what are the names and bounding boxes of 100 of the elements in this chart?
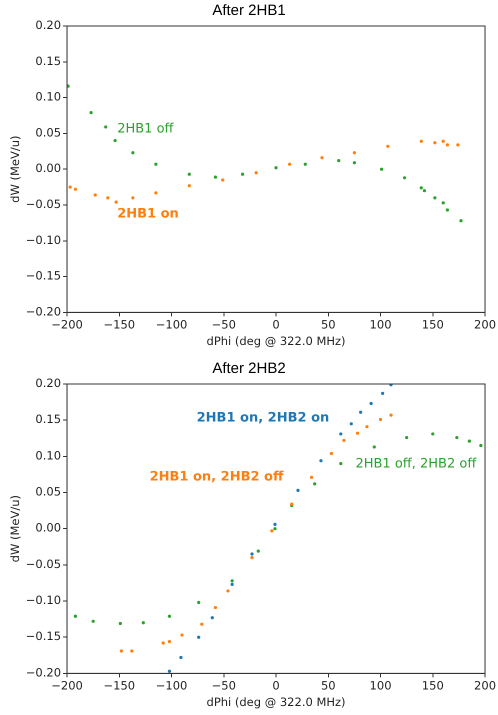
point <box>106 196 110 200</box>
point <box>230 582 234 586</box>
point <box>250 556 254 560</box>
x-tick-label: −200 <box>51 317 83 332</box>
point <box>342 438 346 442</box>
point <box>273 522 277 526</box>
x-axis-title: dPhi (deg @ 322.0 MHz) <box>206 334 346 348</box>
point <box>479 444 482 448</box>
point <box>330 452 334 456</box>
point <box>433 141 436 144</box>
point <box>296 488 300 492</box>
x-tick-label: 0 <box>272 678 280 692</box>
x-tick-label: −50 <box>212 678 236 692</box>
point <box>455 436 458 440</box>
chart-title: After 2HB2 <box>212 360 286 378</box>
point <box>380 168 384 171</box>
y-tick-label: 0.00 <box>35 520 62 535</box>
point <box>168 614 172 618</box>
point <box>304 162 307 166</box>
point <box>114 138 117 142</box>
point <box>179 656 183 660</box>
point <box>350 422 353 426</box>
y-tick-label: −0.15 <box>26 268 62 283</box>
y-tick-label: −0.05 <box>26 196 62 211</box>
y-axis-title: dW (MeV/u) <box>8 136 22 203</box>
series-label: 2HB1 on, 2HB2 off <box>150 470 284 485</box>
point <box>273 527 277 530</box>
point <box>402 176 406 180</box>
x-axis-title: dPhi (deg @ 322.0 MHz) <box>206 695 346 710</box>
point <box>214 606 218 610</box>
point <box>370 402 373 406</box>
y-tick-label: 0.15 <box>35 54 62 68</box>
point <box>114 200 118 204</box>
point <box>154 162 158 166</box>
x-tick-label: 150 <box>422 678 444 692</box>
point <box>168 640 172 644</box>
point <box>339 462 342 466</box>
chart-title: After 2HB1 <box>212 2 286 20</box>
y-axis-title: dW (MeV/u) <box>8 495 22 562</box>
point <box>310 476 314 479</box>
point <box>468 440 471 443</box>
point <box>200 622 204 626</box>
x-tick-label: 100 <box>370 317 392 332</box>
point <box>120 649 123 653</box>
x-tick-label: −200 <box>51 678 83 692</box>
point <box>431 432 434 436</box>
x-tick-label: 150 <box>422 317 444 332</box>
point <box>386 144 390 148</box>
point <box>94 193 97 197</box>
point <box>420 186 423 190</box>
point <box>378 418 382 422</box>
point <box>372 445 376 449</box>
point <box>162 641 165 645</box>
point <box>274 166 278 170</box>
point <box>442 201 445 204</box>
point <box>74 614 77 618</box>
point <box>197 600 200 604</box>
y-tick-label: 0.10 <box>35 90 62 104</box>
point <box>226 589 230 593</box>
y-tick-label: −0.10 <box>26 593 62 608</box>
x-tick-label: 50 <box>320 678 336 692</box>
point <box>230 579 234 582</box>
point <box>104 125 108 129</box>
point <box>356 432 360 435</box>
point <box>210 616 214 620</box>
point <box>405 436 408 440</box>
x-tick-label: 0 <box>272 317 280 332</box>
point <box>180 633 184 637</box>
y-tick-label: 0.05 <box>35 484 62 499</box>
y-tick-label: 0.10 <box>35 448 62 462</box>
point <box>365 425 369 428</box>
point <box>446 143 450 146</box>
point <box>118 622 122 626</box>
point <box>254 171 258 174</box>
point <box>188 184 191 188</box>
x-tick-label: −150 <box>103 678 136 692</box>
x-tick-label: −100 <box>156 678 188 692</box>
point <box>131 151 134 154</box>
point <box>154 191 158 194</box>
point <box>456 143 460 146</box>
point <box>337 159 340 162</box>
point <box>446 208 450 212</box>
point <box>320 156 324 160</box>
point <box>270 529 274 532</box>
series-label: 2HB1 on <box>117 206 179 222</box>
point <box>74 188 77 191</box>
point <box>197 636 200 639</box>
point <box>442 140 445 143</box>
x-tick-label: 100 <box>370 678 392 692</box>
point <box>339 432 342 436</box>
y-tick-label: 0.20 <box>35 18 62 32</box>
x-tick-label: 200 <box>474 317 496 332</box>
point <box>221 178 224 182</box>
y-tick-label: −0.15 <box>26 629 62 644</box>
y-tick-label: −0.20 <box>26 304 62 318</box>
point <box>214 175 218 179</box>
point <box>288 162 292 166</box>
point <box>130 649 134 653</box>
point <box>68 186 72 189</box>
point <box>250 552 254 556</box>
